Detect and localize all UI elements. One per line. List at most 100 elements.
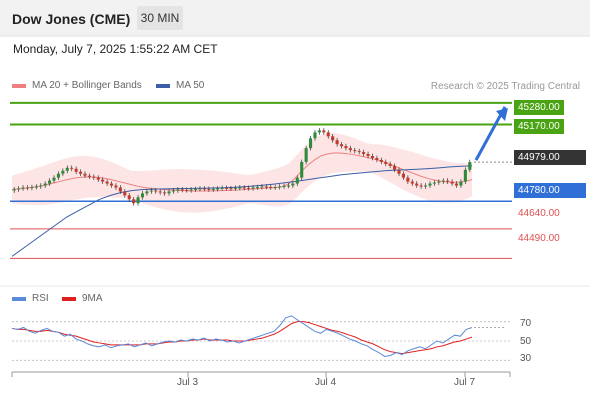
credit-text: Research © 2025 Trading Central [430, 81, 580, 92]
candle-body [401, 173, 405, 178]
ma50-line [11, 165, 473, 257]
rsi-line [11, 315, 473, 357]
candle-body [180, 189, 184, 191]
candle-body [269, 186, 273, 188]
candle-body [255, 187, 260, 189]
timeframe-badge[interactable]: 30 MIN [137, 6, 183, 30]
candle-body [220, 187, 224, 189]
candle-body [83, 173, 87, 176]
candle-body [309, 138, 313, 149]
candle-body [39, 185, 43, 187]
candle-body [12, 189, 16, 191]
candle-body [424, 185, 428, 187]
candle-body [375, 157, 379, 160]
candle-body [463, 169, 467, 182]
candle-body [171, 190, 175, 192]
rsi-tick-70: 70 [520, 318, 532, 329]
candle-body [291, 183, 295, 186]
legend-rsi: RSI [12, 293, 49, 304]
candle-body [70, 167, 74, 169]
candle-body [48, 180, 52, 184]
candle-body [118, 187, 122, 192]
candle-body [304, 148, 308, 162]
candle-body [34, 186, 38, 188]
candle-body [300, 161, 304, 178]
instrument-title: Dow Jones (CME) [12, 11, 131, 27]
legend-swatch [12, 83, 26, 88]
legend-swatch [62, 296, 76, 301]
legend-ma50: MA 50 [156, 80, 204, 91]
candle-body [21, 187, 25, 189]
candle-body [326, 132, 330, 137]
candle-body [163, 192, 167, 194]
candle-body [313, 132, 317, 139]
candle-body [446, 180, 450, 182]
candle-body [207, 188, 211, 190]
candle-body [379, 159, 383, 162]
candle-body [185, 189, 189, 191]
candle-body [450, 181, 454, 184]
candle-body [65, 167, 69, 171]
candle-body [224, 187, 229, 189]
candle-body [74, 168, 78, 172]
forecast-arrow-line [474, 106, 507, 161]
candle-body [216, 188, 220, 190]
candle-body [437, 181, 441, 183]
candle-body [344, 146, 348, 149]
candle-body [43, 183, 47, 186]
header-bar: Dow Jones (CME) 30 MIN [0, 0, 590, 36]
forecast-arrowhead [496, 108, 508, 121]
candle-body [101, 179, 105, 182]
candle-body [459, 181, 463, 186]
legend-label: RSI [32, 293, 49, 304]
candle-body [419, 185, 423, 187]
candle-body [348, 148, 352, 151]
candle-body [140, 193, 145, 198]
x-tick-jul7: Jul 7 [454, 377, 476, 388]
level-label-r2: 45280.00 [514, 100, 564, 115]
candle-body [229, 188, 233, 190]
candle-body [25, 187, 30, 189]
candle-body [339, 144, 344, 147]
candle-body [30, 187, 34, 189]
candle-body [242, 187, 246, 189]
candle-body [233, 187, 237, 189]
candle-body [331, 136, 335, 141]
x-tick-jul4: Jul 4 [315, 377, 337, 388]
candle-body [273, 187, 277, 189]
legend-rsi9ma: 9MA [62, 293, 103, 304]
candle-body [109, 183, 114, 186]
candle-body [79, 171, 83, 174]
x-tick-jul3: Jul 3 [177, 377, 199, 388]
candle-body [322, 130, 326, 133]
candle-body [388, 163, 392, 166]
timestamp: Monday, July 7, 2025 1:55:22 AM CET [13, 42, 218, 56]
candle-body [87, 175, 91, 177]
candle-body [317, 130, 321, 133]
candle-body [370, 156, 375, 158]
candle-body [92, 176, 96, 178]
candle-body [123, 191, 127, 196]
level-label-r1: 45170.00 [514, 119, 564, 134]
candle-body [189, 189, 193, 191]
candle-body [441, 180, 445, 182]
candle-body [393, 165, 397, 170]
candle-body [158, 191, 162, 193]
candle-body [145, 191, 149, 194]
candle-body [428, 183, 432, 186]
rsi-9ma-line [11, 321, 473, 355]
candle-body [167, 191, 171, 194]
candle-body [260, 186, 264, 188]
candle-body [282, 185, 286, 187]
candle-body [353, 150, 357, 152]
rsi-tick-50: 50 [520, 336, 532, 347]
candle-body [136, 197, 140, 204]
candle-body [56, 173, 60, 178]
candle-body [247, 187, 251, 189]
legend-swatch [12, 296, 26, 301]
bollinger-band [12, 132, 472, 213]
candle-body [198, 188, 202, 190]
legend-label: 9MA [82, 293, 103, 304]
candle-body [202, 188, 206, 190]
